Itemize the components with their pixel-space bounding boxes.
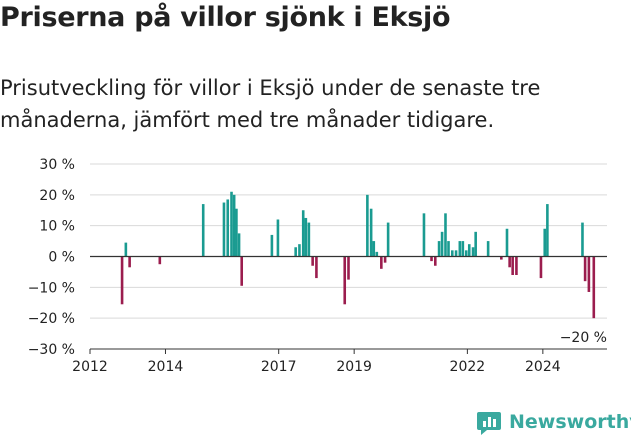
- bar: [467, 244, 471, 257]
- bar: [301, 210, 305, 257]
- last-value-annotation: −20 %: [560, 330, 607, 346]
- bar: [226, 199, 230, 257]
- bar: [235, 208, 238, 257]
- bar: [486, 241, 490, 257]
- bar: [124, 242, 128, 257]
- x-tick-label: 2014: [148, 359, 184, 375]
- bar: [450, 250, 454, 257]
- bar: [543, 228, 547, 257]
- bar: [581, 222, 584, 257]
- bar: [369, 208, 373, 257]
- bar: [458, 241, 462, 257]
- page-subtitle: Prisutveckling för villor i Eksjö under …: [0, 76, 541, 132]
- bar: [437, 241, 441, 257]
- bar: [433, 256, 437, 266]
- bar: [311, 256, 314, 266]
- y-tick-label: 20 %: [39, 188, 75, 204]
- x-tick-label: 2017: [261, 359, 297, 375]
- bar: [158, 256, 162, 265]
- y-tick-label: −10 %: [28, 280, 75, 296]
- bar: [592, 256, 596, 319]
- brand-name: Newsworthy: [509, 411, 631, 433]
- y-axis-ticks: 30 % 20 % 10 % 0 % −10 % −20 % −30 %: [28, 157, 75, 358]
- bar: [240, 256, 244, 286]
- bar: [380, 256, 383, 269]
- bar: [505, 228, 509, 257]
- x-tick-label: 2022: [450, 359, 486, 375]
- x-tick-label: 2019: [336, 359, 372, 375]
- bar: [343, 256, 347, 305]
- bar: [270, 234, 274, 257]
- y-tick-label: 30 %: [39, 157, 75, 173]
- bar: [366, 194, 369, 257]
- bar: [422, 213, 426, 257]
- bar: [375, 251, 379, 257]
- bar: [464, 250, 468, 257]
- y-tick-label: −20 %: [28, 311, 75, 327]
- bar: [471, 247, 475, 257]
- bar: [307, 222, 311, 257]
- bar: [298, 244, 301, 257]
- bar: [444, 213, 447, 257]
- x-axis: 2012 2014 2017 2019 2022 2024: [72, 348, 607, 375]
- bar: [201, 204, 205, 257]
- bar: [511, 256, 514, 275]
- bar: [430, 256, 433, 262]
- bars: [120, 191, 596, 319]
- bar: [304, 217, 308, 257]
- bar: [386, 222, 390, 257]
- newsworthy-brand[interactable]: Newsworthy: [476, 408, 631, 436]
- bar: [347, 256, 350, 280]
- bar: [583, 256, 587, 282]
- bar: [372, 241, 376, 257]
- bar: [461, 241, 465, 257]
- bar: [508, 256, 511, 268]
- bar: [383, 256, 387, 263]
- y-tick-label: 0 %: [48, 250, 75, 266]
- bar: [230, 191, 233, 257]
- bar: [120, 256, 124, 305]
- page-title: Priserna på villor sjönk i Eksjö: [0, 2, 451, 33]
- bar: [587, 256, 591, 292]
- bar: [546, 204, 549, 257]
- bar: [232, 194, 236, 257]
- bar: [315, 256, 318, 279]
- bar: [539, 256, 543, 279]
- newsworthy-logo-icon: [477, 412, 501, 435]
- bar: [447, 241, 450, 257]
- bar: [128, 256, 131, 268]
- bar: [276, 219, 280, 257]
- bar: [440, 231, 444, 257]
- bar: [500, 256, 503, 260]
- y-tick-label: 10 %: [39, 219, 75, 235]
- x-tick-label: 2012: [72, 359, 108, 375]
- bar-chart: 30 %20 %10 %0 %−10 %−20 %−30 % 2012 2014 2…: [28, 157, 607, 375]
- bar: [454, 250, 458, 257]
- bar: [515, 256, 518, 275]
- bar: [222, 202, 226, 257]
- bar: [294, 247, 297, 257]
- y-tick-label: −30 %: [28, 342, 75, 358]
- bar: [474, 231, 477, 257]
- bar: [237, 233, 241, 257]
- x-tick-label: 2024: [525, 359, 561, 375]
